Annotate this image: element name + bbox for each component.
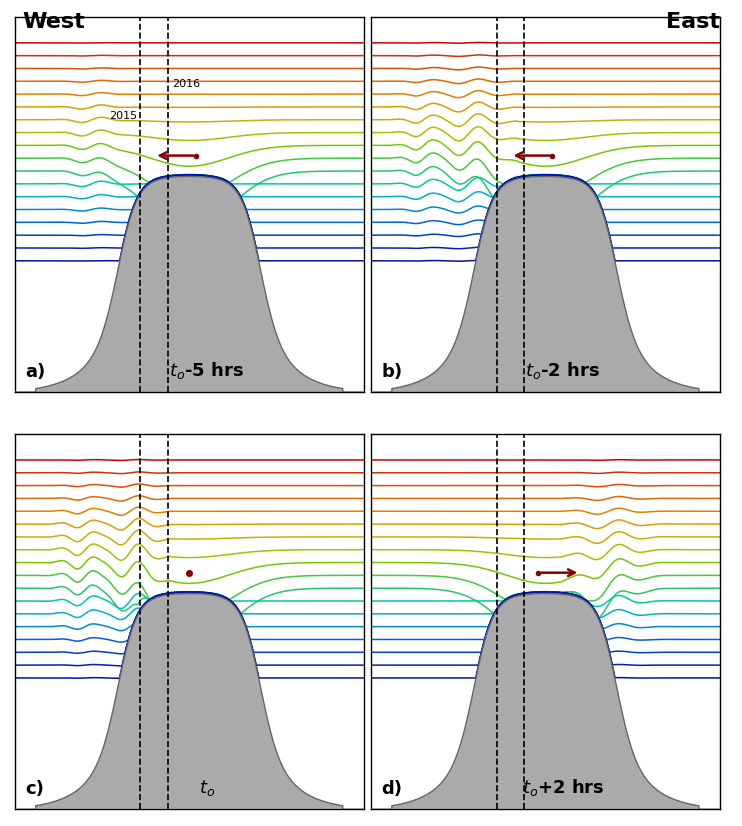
- Polygon shape: [15, 177, 364, 392]
- Text: d): d): [381, 781, 402, 798]
- Polygon shape: [371, 177, 720, 392]
- Text: $t_o$: $t_o$: [199, 778, 214, 798]
- Text: b): b): [381, 363, 403, 381]
- Polygon shape: [371, 594, 720, 809]
- Text: East: East: [666, 12, 720, 32]
- Text: c): c): [25, 781, 45, 798]
- Text: $t_o$+2 hrs: $t_o$+2 hrs: [522, 777, 604, 798]
- Text: $t_o$-2 hrs: $t_o$-2 hrs: [525, 360, 600, 381]
- Text: $t_o$-5 hrs: $t_o$-5 hrs: [169, 360, 244, 381]
- Text: a): a): [25, 363, 45, 381]
- Polygon shape: [15, 594, 364, 809]
- Text: West: West: [22, 12, 85, 32]
- Text: 2016: 2016: [172, 79, 200, 89]
- Text: 2015: 2015: [109, 112, 137, 121]
